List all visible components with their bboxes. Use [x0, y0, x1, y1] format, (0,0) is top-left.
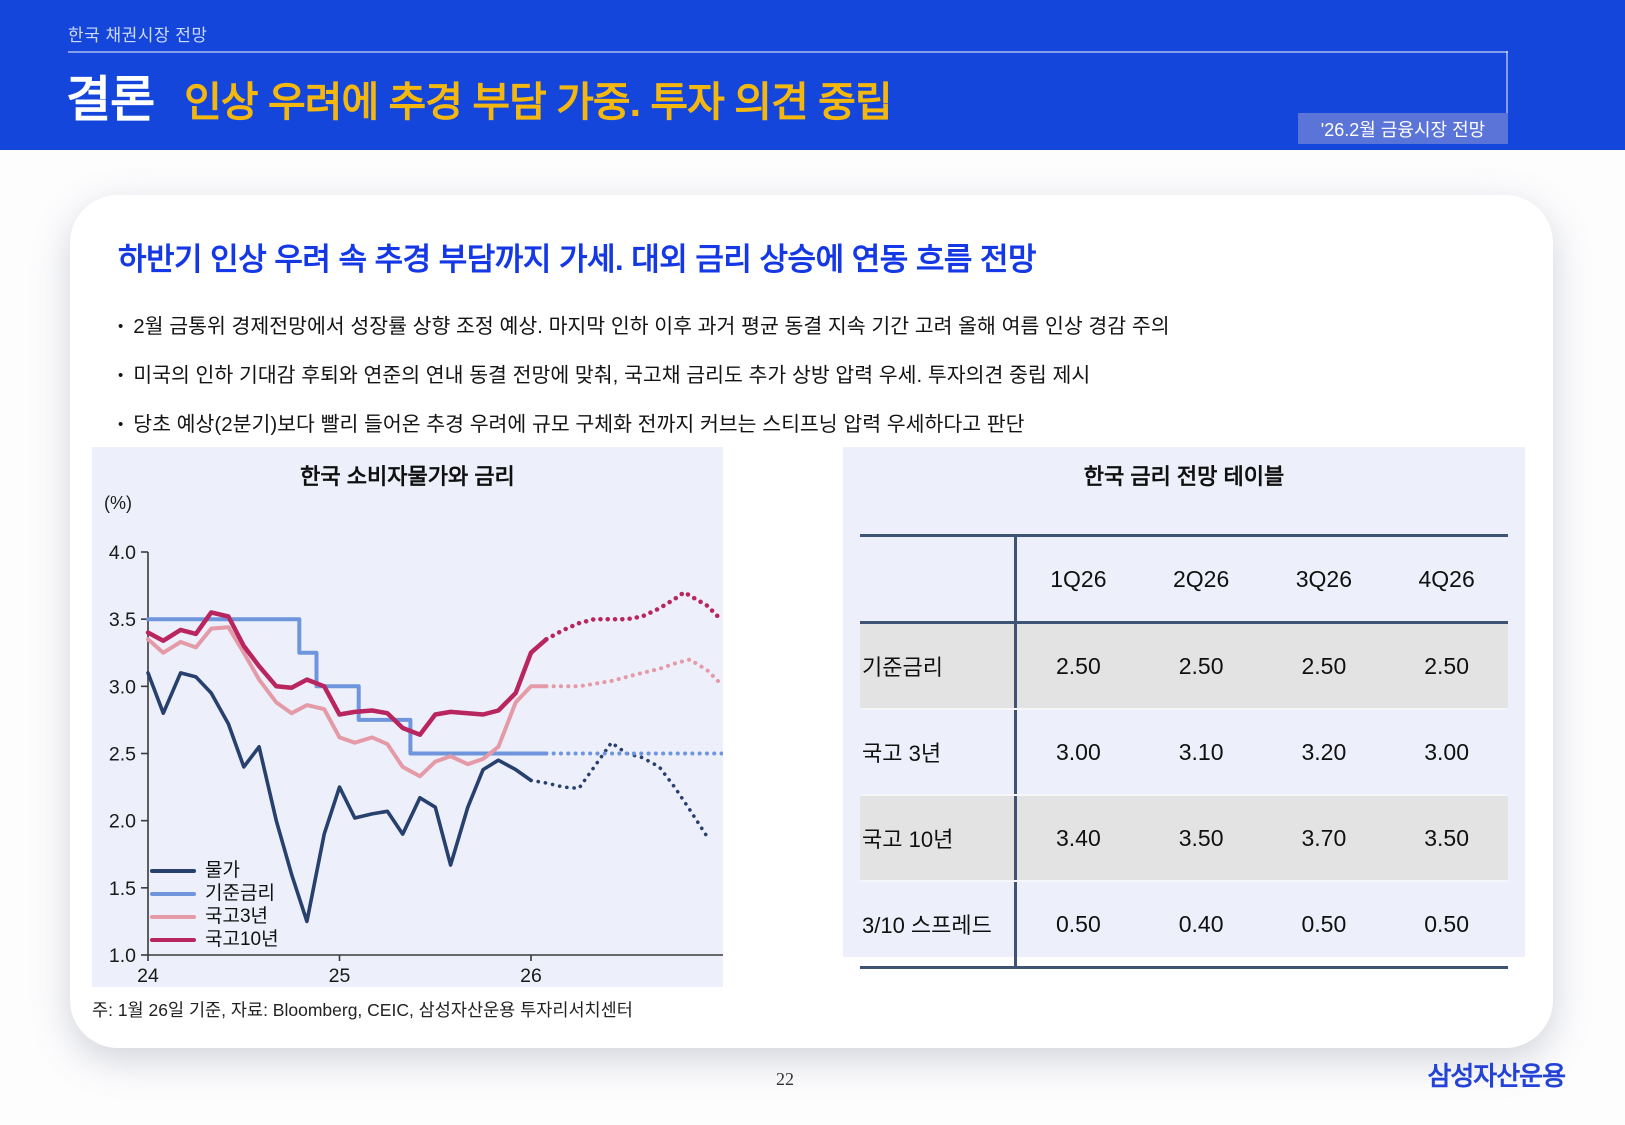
legend-item: 기준금리 — [150, 882, 279, 905]
x-tick-label: 24 — [137, 965, 159, 987]
table-value: 0.40 — [1178, 910, 1224, 937]
breadcrumb: 한국 채권시장 전망 — [68, 26, 208, 45]
table-value: 0.50 — [1301, 910, 1347, 937]
rate-forecast-panel: 한국 금리 전망 테이블 1Q26 2Q26 3Q26 4Q26 기준금리 2.50 2.5… — [843, 447, 1525, 969]
bullet-item: 미국의 인하 기대감 후퇴와 연준의 연내 동결 전망에 맞춰, 국고채 금리도… — [118, 352, 1170, 401]
y-tick-label: 1.0 — [109, 945, 136, 967]
company-logo: 삼성자산운용 — [1427, 1061, 1566, 1091]
x-tick-label: 25 — [329, 965, 351, 987]
column-header: 1Q26 — [1050, 565, 1107, 592]
legend-swatch — [150, 937, 196, 942]
chart-legend: 물가 기준금리 국고3년 국고10년 — [150, 859, 279, 951]
legend-label: 기준금리 — [205, 883, 275, 904]
series-국고3년 — [146, 625, 549, 779]
y-tick-label: 3.5 — [109, 609, 136, 631]
y-tick-label: 1.5 — [109, 878, 136, 900]
row-label: 국고 10년 — [860, 796, 1017, 880]
table-value: 2.50 — [1055, 652, 1101, 679]
legend-swatch — [150, 868, 196, 873]
row-label: 3/10 스프레드 — [860, 882, 1017, 966]
table-row: 3/10 스프레드 0.50 0.40 0.50 0.50 — [860, 880, 1508, 966]
column-header: 3Q26 — [1295, 565, 1352, 592]
legend-item: 국고3년 — [150, 905, 279, 928]
header-rule-vertical — [1506, 51, 1508, 113]
y-tick-label: 2.0 — [109, 811, 136, 833]
series-국고10년-forecast — [544, 590, 723, 642]
y-tick-label: 2.5 — [109, 743, 136, 765]
legend-label: 물가 — [205, 860, 240, 881]
table-value: 3.20 — [1301, 738, 1347, 765]
legend-item: 물가 — [150, 859, 279, 882]
series-국고3년-forecast — [544, 657, 723, 689]
bullet-list: 2월 금통위 경제전망에서 성장률 상향 조정 예상. 마지막 인하 이후 과거… — [118, 303, 1170, 450]
page-number: 22 — [776, 1069, 794, 1089]
table-value: 3.70 — [1301, 824, 1347, 851]
series-물가-forecast — [529, 740, 710, 839]
title-prefix: 결론 — [66, 73, 155, 127]
table-value: 3.40 — [1055, 824, 1101, 851]
x-tick-label: 26 — [520, 965, 542, 987]
legend-label: 국고3년 — [205, 906, 269, 927]
bullet-item: 2월 금통위 경제전망에서 성장률 상향 조정 예상. 마지막 인하 이후 과거… — [118, 303, 1169, 352]
legend-swatch — [150, 891, 196, 896]
top-banner: 한국 채권시장 전망 결론 인상 우려에 추경 부담 가중. 투자 의견 중립 … — [0, 0, 1625, 150]
table-title: 한국 금리 전망 테이블 — [1083, 464, 1285, 489]
table-value: 3.10 — [1178, 738, 1224, 765]
table-value: 0.50 — [1424, 910, 1469, 937]
table-row: 국고 3년 3.00 3.10 3.20 3.00 — [860, 708, 1508, 794]
chart-unit-label: (%) — [104, 493, 132, 513]
column-header: 2Q26 — [1172, 565, 1230, 592]
table-value: 2.50 — [1301, 652, 1347, 679]
table-value: 3.00 — [1424, 738, 1469, 765]
legend-item: 국고10년 — [150, 928, 279, 951]
source-note: 주: 1월 26일 기준, 자료: Bloomberg, CEIC, 삼성자산운… — [92, 1000, 633, 1020]
series-국고10년 — [145, 610, 549, 737]
series-물가 — [146, 671, 533, 924]
table-row: 국고 10년 3.40 3.50 3.70 3.50 — [860, 794, 1508, 880]
y-tick-label: 4.0 — [109, 542, 136, 564]
legend-label: 국고10년 — [205, 929, 279, 950]
bullet-item: 당초 예상(2분기)보다 빨리 들어온 추경 우려에 규모 구체화 전까지 커브… — [118, 401, 1170, 450]
y-tick-label: 3.0 — [109, 676, 136, 698]
chart-title: 한국 소비자물가와 금리 — [300, 464, 515, 489]
legend-swatch — [150, 914, 196, 919]
row-label: 국고 3년 — [860, 710, 1017, 794]
table-value: 3.00 — [1055, 738, 1101, 765]
table-value: 0.50 — [1055, 910, 1101, 937]
edition-badge: '26.2월 금융시장 전망 — [1298, 113, 1508, 144]
series-기준금리 — [146, 617, 549, 756]
column-header: 4Q26 — [1418, 565, 1475, 592]
card-heading: 하반기 인상 우려 속 추경 부담까지 가세. 대외 금리 상승에 연동 흐름 … — [118, 242, 1037, 277]
row-label: 기준금리 — [860, 624, 1017, 708]
header-rule — [68, 51, 1508, 53]
cpi-rates-chart-panel: 한국 소비자물가와 금리 (%) 4.0 3.5 3.0 2.5 2.0 1.5 1.0 24… — [92, 447, 723, 987]
table-value: 2.50 — [1424, 652, 1469, 679]
forecast-table: 1Q26 2Q26 3Q26 4Q26 기준금리 2.50 2.50 2.50 2.50 국고 3… — [860, 534, 1508, 969]
table-value: 3.50 — [1424, 824, 1469, 851]
table-corner-cell — [860, 537, 1017, 621]
table-value: 2.50 — [1178, 652, 1224, 679]
page-title: 결론 인상 우려에 추경 부담 가중. 투자 의견 중립 — [66, 60, 893, 131]
table-value: 3.50 — [1178, 824, 1224, 851]
line-chart: 4.0 3.5 3.0 2.5 2.0 1.5 1.024 25 26 — [109, 542, 723, 987]
table-row: 기준금리 2.50 2.50 2.50 2.50 — [860, 624, 1508, 708]
title-main: 인상 우려에 추경 부담 가중. 투자 의견 중립 — [184, 79, 892, 125]
table-header-row: 1Q26 2Q26 3Q26 4Q26 — [860, 537, 1508, 624]
